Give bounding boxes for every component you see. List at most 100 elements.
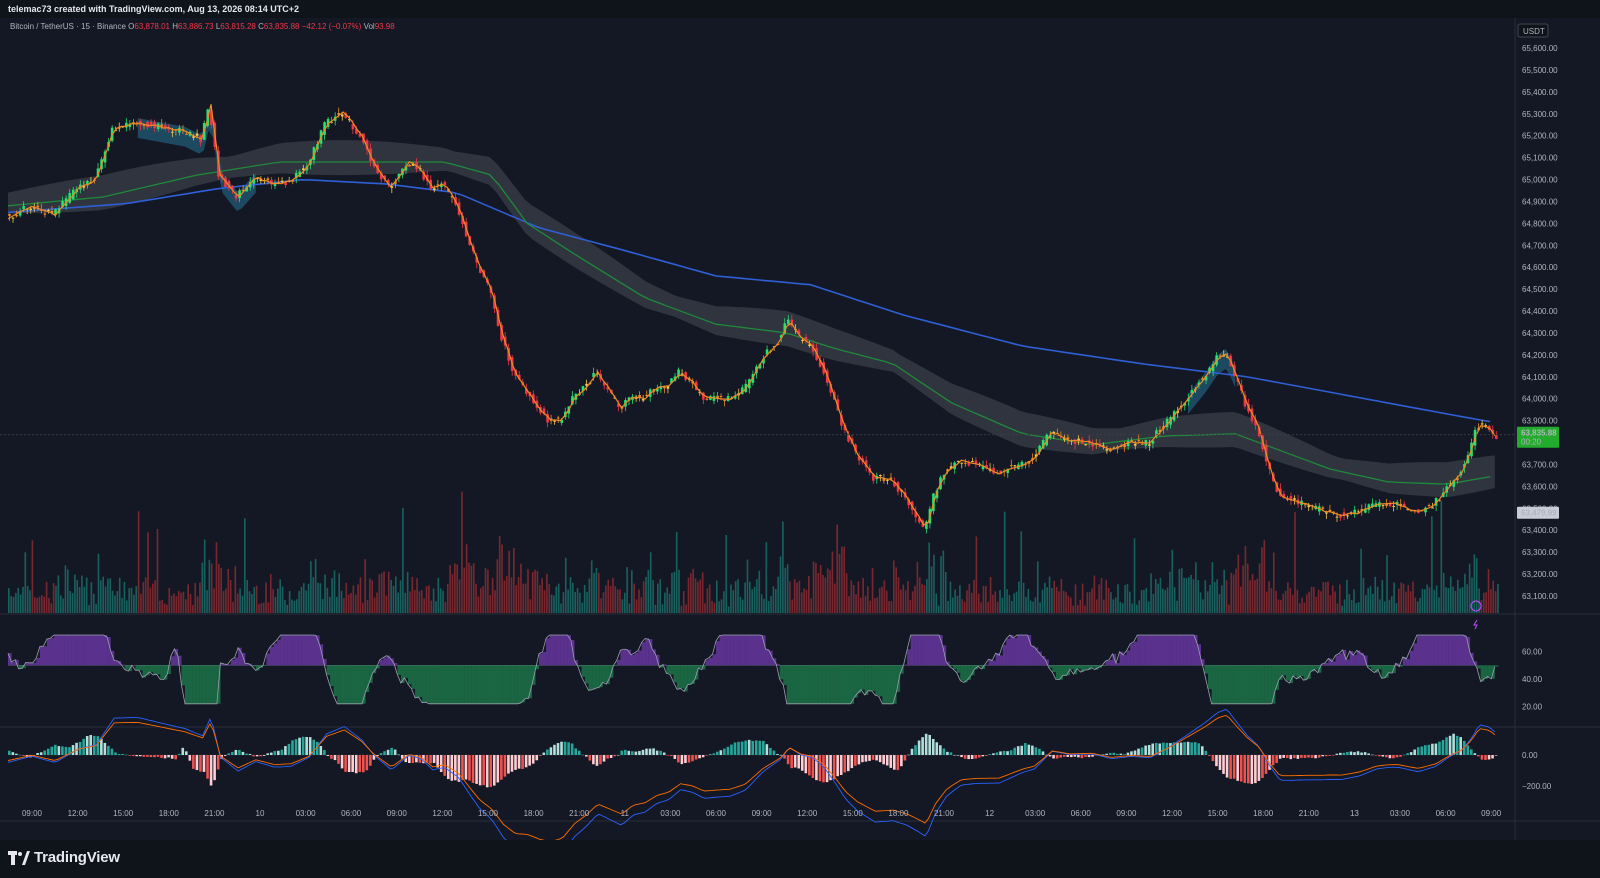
macd-bar bbox=[1459, 737, 1462, 755]
macd-bar bbox=[1048, 755, 1052, 757]
volume-bar bbox=[1365, 594, 1367, 613]
macd-bar bbox=[362, 755, 365, 773]
macd-tick-label: 0.00 bbox=[1522, 751, 1538, 760]
volume-bar bbox=[1405, 591, 1407, 613]
volume-bar bbox=[1213, 582, 1216, 613]
macd-bar bbox=[231, 751, 234, 755]
macd-bar bbox=[216, 755, 220, 770]
tradingview-logo[interactable]: TradingView bbox=[8, 849, 120, 866]
volume-bar bbox=[550, 594, 553, 613]
volume-bar bbox=[779, 556, 782, 613]
volume-bar bbox=[1232, 574, 1235, 613]
volume-bar bbox=[277, 588, 279, 613]
volume-bar bbox=[1343, 599, 1346, 613]
rsi-bar bbox=[255, 665, 260, 671]
volume-bar bbox=[659, 579, 661, 613]
candle-body bbox=[8, 213, 11, 216]
volume-bar bbox=[1475, 558, 1478, 613]
volume-bar bbox=[19, 594, 22, 613]
legend-open-label: O bbox=[128, 22, 135, 31]
rsi-bar bbox=[1254, 665, 1258, 704]
macd-bar bbox=[531, 755, 535, 764]
macd-bar bbox=[1438, 741, 1441, 755]
volume-bar bbox=[1025, 597, 1027, 613]
chart-canvas[interactable]: 65,600.0065,500.0065,400.0065,300.0065,2… bbox=[0, 18, 1600, 840]
candle-body bbox=[220, 174, 224, 178]
rsi-bar bbox=[347, 665, 352, 704]
rsi-bar bbox=[960, 665, 964, 681]
macd-bar bbox=[1331, 755, 1335, 756]
rsi-bar bbox=[149, 665, 154, 672]
macd-bar bbox=[1073, 755, 1077, 757]
rsi-bar bbox=[616, 659, 621, 666]
rsi-bar bbox=[829, 665, 833, 704]
macd-bar bbox=[177, 753, 181, 755]
rsi-bar bbox=[393, 663, 398, 666]
chart-area[interactable]: 65,600.00 65,500.00 65,400.00 65,300.00 65,2… bbox=[0, 18, 1600, 840]
candle-body bbox=[1024, 464, 1027, 466]
rsi-bar bbox=[1243, 665, 1248, 704]
candle-body bbox=[917, 517, 921, 523]
rsi-bar bbox=[956, 665, 961, 673]
rsi-bar bbox=[507, 665, 511, 704]
rsi-bar bbox=[372, 665, 377, 674]
rsi-bar bbox=[839, 665, 844, 704]
volume-bar bbox=[654, 604, 657, 613]
volume-bar bbox=[343, 598, 345, 613]
macd-bar bbox=[1300, 755, 1303, 758]
macd-bar bbox=[358, 755, 362, 773]
volume-bar bbox=[994, 591, 997, 613]
volume-bar bbox=[288, 591, 291, 613]
volume-bar bbox=[130, 587, 133, 613]
macd-bar bbox=[1162, 742, 1165, 755]
macd-bar bbox=[659, 750, 662, 755]
volume-bar bbox=[114, 595, 116, 613]
volume-bar bbox=[567, 589, 569, 613]
volume-bar bbox=[718, 601, 720, 613]
rsi-bar bbox=[482, 665, 486, 704]
macd-bar bbox=[687, 755, 691, 763]
macd-bar bbox=[400, 755, 404, 759]
rsi-bar bbox=[177, 655, 182, 666]
macd-bar bbox=[1314, 755, 1317, 759]
volume-bar bbox=[1369, 585, 1372, 613]
rsi-bar bbox=[719, 635, 724, 666]
rsi-bar bbox=[1261, 665, 1265, 704]
macd-bar bbox=[723, 748, 726, 755]
candle-body bbox=[705, 398, 709, 400]
volume-bar bbox=[1218, 594, 1221, 613]
rsi-bar bbox=[280, 635, 285, 666]
rsi-bar bbox=[121, 664, 125, 666]
time-tick-label: 06:00 bbox=[706, 809, 727, 818]
rsi-bar bbox=[188, 665, 193, 704]
rsi-bar bbox=[492, 665, 497, 704]
rsi-bar bbox=[669, 665, 674, 675]
macd-bar bbox=[850, 755, 854, 769]
candle-body bbox=[383, 175, 387, 180]
macd-bar bbox=[747, 739, 751, 755]
macd-bar bbox=[861, 755, 864, 763]
rsi-bar bbox=[914, 635, 918, 666]
volume-bar bbox=[928, 542, 930, 613]
macd-bar bbox=[337, 755, 340, 764]
rsi-bar bbox=[383, 657, 387, 666]
macd-bar bbox=[1452, 733, 1455, 755]
candle-body bbox=[1434, 497, 1438, 506]
volume-bar bbox=[834, 583, 836, 613]
volume-bar bbox=[1183, 577, 1185, 613]
candle-body bbox=[128, 123, 132, 127]
macd-bar bbox=[1424, 745, 1427, 755]
rsi-bar bbox=[1271, 665, 1276, 704]
macd-bar bbox=[669, 755, 673, 757]
volume-bar bbox=[71, 593, 74, 613]
candle-body bbox=[411, 163, 415, 166]
rsi-bar bbox=[248, 663, 253, 666]
legend-close: 63,835.88 bbox=[263, 22, 300, 31]
rsi-bar bbox=[46, 639, 51, 666]
candle-body bbox=[277, 182, 280, 184]
macd-bar bbox=[1009, 750, 1013, 755]
macd-bar bbox=[1441, 739, 1445, 755]
rsi-bar bbox=[560, 635, 564, 666]
rsi-bar bbox=[181, 665, 186, 686]
rsi-bar bbox=[1339, 653, 1343, 666]
